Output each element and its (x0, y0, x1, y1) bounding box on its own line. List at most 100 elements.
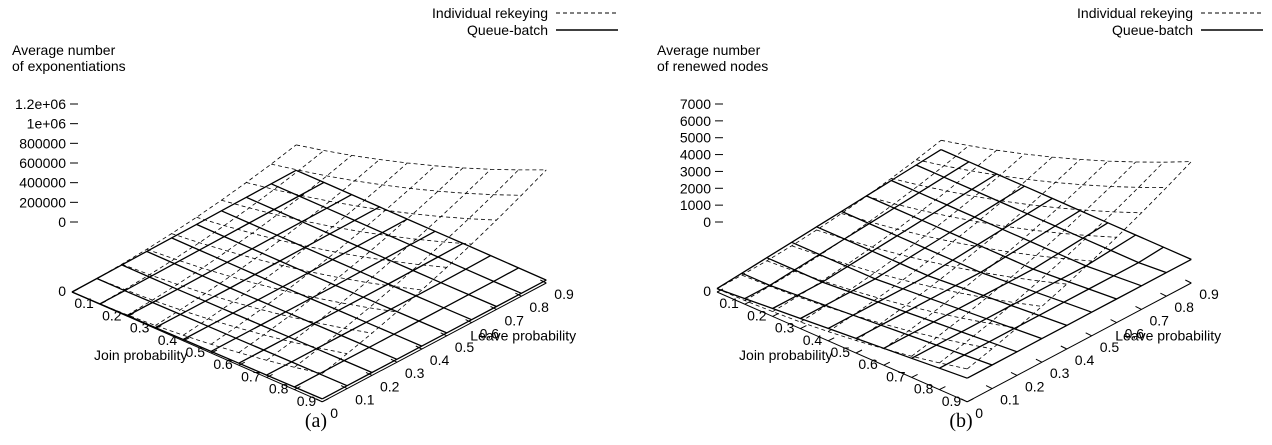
y-tick-label: 0.7 (1150, 312, 1170, 328)
z-axis-label: of exponentiations (12, 58, 126, 74)
x-tick-label: 0.4 (803, 332, 823, 348)
z-tick-label: 6000 (680, 113, 711, 129)
y-tick-label: 0.3 (405, 365, 425, 381)
surface-line (916, 159, 1167, 188)
x-tick-label: 0.6 (858, 356, 878, 372)
z-axis-label: of renewed nodes (657, 58, 768, 74)
panel-caption: (a) (305, 410, 327, 432)
y-tick-label: 0 (975, 405, 983, 421)
x-tick (238, 361, 246, 366)
z-axis: 0 200000 400000 600000 800000 1e+06 1.2e+06 (15, 96, 78, 230)
surface-line (716, 288, 968, 370)
chart-panel-1: 0 200000 400000 600000 800000 1e+06 1.2e+06 Ave… (12, 5, 618, 432)
z-tick-label: 800000 (19, 135, 66, 151)
surface-line (155, 159, 380, 326)
y-tick-label: 0.4 (430, 352, 450, 368)
surface-line (841, 210, 1092, 313)
surface-line (883, 222, 1109, 349)
y-axis: 0 0.1 0.2 0.3 0.4 0.5 0.6 0.70.8 0.9 Leave probab… (960, 279, 1221, 421)
surface-line (911, 234, 1137, 359)
surface-line (271, 163, 522, 196)
y-tick-label: 0.4 (1075, 352, 1095, 368)
surface-line (196, 216, 447, 268)
surface-line (939, 246, 1164, 369)
surface-line (911, 161, 1136, 357)
surface-line (816, 226, 1068, 327)
surface-line (196, 223, 447, 334)
surface-line (71, 291, 323, 400)
surface-line (296, 144, 547, 171)
x-tick-label: 0.3 (775, 320, 795, 336)
surface-line (121, 264, 373, 374)
legend-label: Queue-batch (467, 22, 548, 38)
x-axis-label: Join probability (94, 347, 187, 363)
surface-line (246, 182, 497, 221)
y-tick-label: 0.2 (1025, 378, 1045, 394)
surface-line (294, 267, 519, 388)
surface-line (127, 194, 353, 317)
surface-line (221, 199, 472, 245)
surface-line (855, 210, 1081, 339)
surface-line (744, 161, 970, 300)
surface-line (146, 248, 397, 313)
surface-line (96, 277, 348, 387)
surface-line (741, 272, 993, 366)
surface-line (246, 196, 497, 308)
y-tick (1135, 305, 1142, 310)
y-tick-label: 0.6 (1125, 326, 1145, 342)
x-tick-label: 0.9 (297, 393, 317, 409)
surface-line (270, 183, 522, 294)
x-tick-label: 0 (703, 283, 711, 299)
x-tick-label: 0.7 (241, 368, 261, 384)
y-tick (1185, 279, 1192, 284)
panel-caption: (b) (949, 410, 972, 432)
surface-line (210, 165, 436, 345)
y-axis: 0 0.1 0.2 0.3 0.4 0.5 0.6 0.70.8 0.9 Leave probab… (315, 279, 576, 421)
x-tick (855, 349, 863, 354)
surface-line (940, 149, 1192, 260)
y-tick-label: 0.9 (554, 286, 574, 302)
surface-line (766, 257, 1018, 353)
y-tick-label: 0.8 (1174, 299, 1194, 315)
surface-line (716, 139, 942, 289)
x-tick (827, 337, 835, 342)
surface-line (321, 279, 547, 400)
surface-line (221, 210, 472, 321)
legend-label: Individual rekeying (432, 5, 548, 21)
x-tick (939, 386, 946, 391)
y-tick (1010, 371, 1018, 376)
surface-line (883, 160, 1109, 350)
z-tick-label: 600000 (19, 155, 66, 171)
surface-line (966, 258, 1192, 379)
z-tick-label: 7000 (680, 96, 711, 112)
x-tick (321, 398, 329, 403)
surface-line (816, 229, 1067, 285)
x-tick-label: 0.1 (719, 295, 739, 311)
z-tick-label: 4000 (680, 147, 711, 163)
surface-line (827, 156, 1053, 332)
surface-line (127, 155, 352, 316)
surface-line (71, 169, 297, 293)
x-tick-label: 0.6 (213, 356, 233, 372)
surface-line (96, 278, 348, 355)
floor-frame (716, 282, 1192, 403)
surface-line (941, 139, 1192, 163)
y-tick (1110, 319, 1117, 324)
series-queue-batch (716, 149, 1192, 379)
surface-line (841, 213, 1092, 262)
surface-line (791, 241, 1043, 340)
y-axis-label: Leave probability (470, 327, 576, 343)
surface-line (939, 161, 1164, 364)
x-tick-label: 0.4 (158, 332, 178, 348)
x-tick-label: 0.8 (269, 381, 289, 397)
z-tick-label: 0 (58, 214, 66, 230)
y-tick-label: 0.7 (505, 312, 525, 328)
y-tick (960, 398, 968, 403)
z-axis-label: Average number (12, 42, 116, 58)
y-tick (1085, 332, 1092, 337)
